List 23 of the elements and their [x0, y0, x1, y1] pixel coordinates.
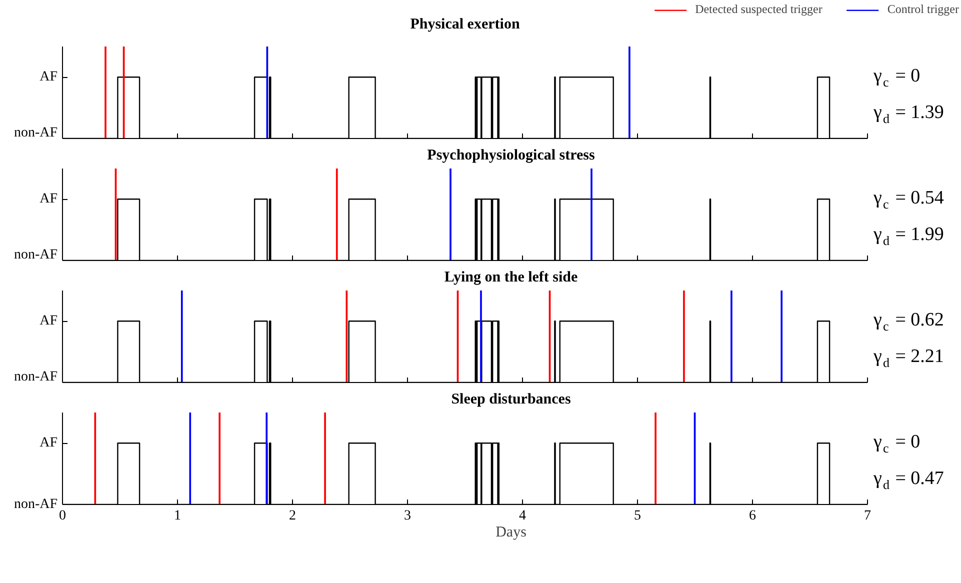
chart-title: Lying on the left side: [444, 270, 578, 286]
x-tick-label: 2: [289, 508, 296, 524]
chart-title: Sleep disturbances: [451, 392, 571, 408]
x-axis-title: Days: [496, 524, 527, 540]
x-tick-label: 0: [59, 508, 66, 524]
x-tick-label: 6: [749, 508, 756, 524]
text: non-AF: [14, 497, 58, 512]
text: AF: [40, 314, 58, 329]
x-tick-label: 3: [404, 508, 411, 524]
text: non-AF: [14, 248, 58, 262]
text: AF: [40, 70, 58, 85]
text: non-AF: [14, 126, 58, 140]
text: non-AF: [14, 370, 58, 384]
chart-title: Psychophysiological stress: [427, 148, 595, 164]
x-tick-label: 1: [174, 508, 181, 524]
x-tick-label: 5: [634, 508, 641, 524]
x-tick-label: 4: [519, 508, 526, 524]
x-tick-label: 7: [864, 508, 871, 524]
legend-label: Control trigger: [887, 2, 959, 17]
chart-title: Physical exertion: [410, 16, 520, 32]
legend-label: Detected suspected trigger: [695, 2, 822, 17]
text: AF: [40, 192, 58, 207]
text: AF: [40, 436, 58, 451]
